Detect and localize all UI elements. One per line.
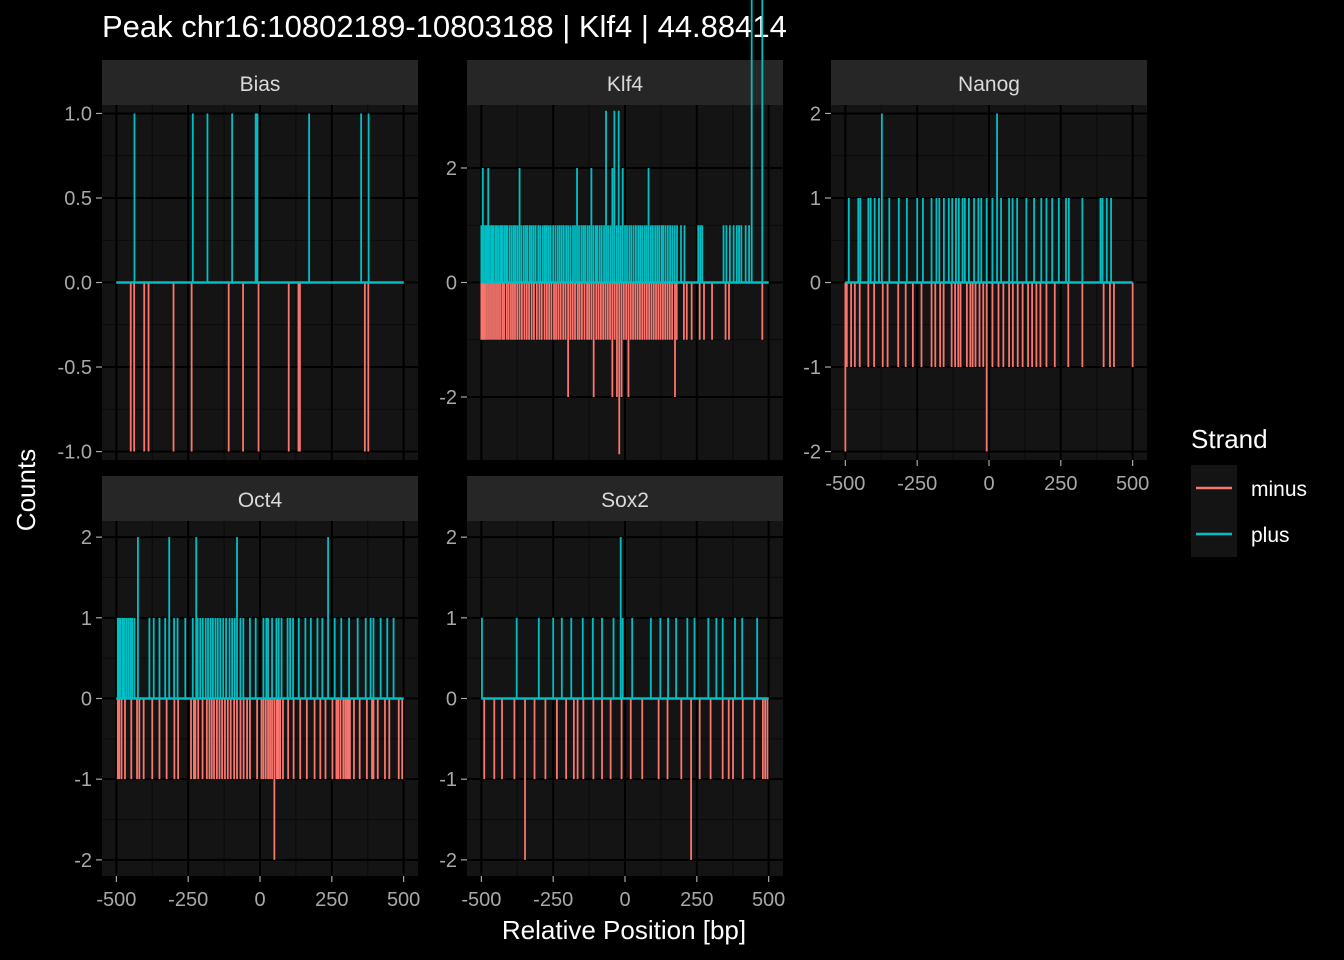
strip-label-oct4: Oct4 xyxy=(238,489,283,512)
chart-title: Peak chr16:10802189-10803188 | Klf4 | 44… xyxy=(102,9,787,44)
strip-klf4 xyxy=(467,60,783,105)
y-tick-label: 1 xyxy=(81,608,92,630)
panel-nanog: Nanog 2 1 0 -1 -2-500 -250 0 250 500 xyxy=(803,60,1149,495)
x-tick-label: -250 xyxy=(168,889,208,911)
strip-sox2 xyxy=(467,476,783,521)
strip-label-sox2: Sox2 xyxy=(601,489,649,512)
strip-bias xyxy=(102,60,418,105)
x-tick-label: 250 xyxy=(315,889,348,911)
y-tick-label: 2 xyxy=(810,103,821,125)
y-tick-label: 1.0 xyxy=(64,103,92,125)
x-tick-label: -250 xyxy=(533,889,573,911)
legend-title: Strand xyxy=(1191,424,1268,454)
facet-panels: Bias 1.0 0.5 0.0 -0.5 -1.0 Klf4 2 0 -2 Nanog 2 1 0 -1 -… xyxy=(58,0,1149,911)
series-plus-nanog xyxy=(845,113,1133,284)
x-tick-label: 500 xyxy=(1116,473,1149,495)
y-tick-label: -1.0 xyxy=(58,442,92,464)
y-tick-label: 0 xyxy=(446,273,457,295)
y-tick-label: 0 xyxy=(446,689,457,711)
y-tick-label: -1 xyxy=(439,769,457,791)
y-axis-title: Counts xyxy=(11,449,41,531)
panel-oct4: Oct4 2 1 0 -1 -2-500 -250 0 250 500 xyxy=(74,476,420,911)
series-plus-klf4 xyxy=(480,0,769,284)
x-tick-label: 500 xyxy=(752,889,785,911)
strip-label-klf4: Klf4 xyxy=(607,73,644,96)
y-tick-label: -2 xyxy=(439,387,457,409)
x-tick-label: 250 xyxy=(680,889,713,911)
panel-bias: Bias 1.0 0.5 0.0 -0.5 -1.0 xyxy=(58,60,418,464)
y-tick-label: -0.5 xyxy=(58,357,92,379)
y-tick-label: 1 xyxy=(810,188,821,210)
x-axis-title: Relative Position [bp] xyxy=(502,915,746,945)
panel-klf4: Klf4 2 0 -2 xyxy=(439,0,783,460)
y-tick-label: -1 xyxy=(74,769,92,791)
y-tick-label: 0.5 xyxy=(64,188,92,210)
series-minus-klf4 xyxy=(480,281,769,455)
y-tick-label: 2 xyxy=(446,527,457,549)
panel-sox2: Sox2 2 1 0 -1 -2-500 -250 0 250 500 xyxy=(439,476,785,911)
y-tick-label: 1 xyxy=(446,608,457,630)
strip-label-bias: Bias xyxy=(240,73,281,96)
y-tick-label: -2 xyxy=(74,850,92,872)
y-tick-label: 0 xyxy=(810,273,821,295)
strip-nanog xyxy=(831,60,1147,105)
y-tick-label: 2 xyxy=(81,527,92,549)
x-tick-label: -500 xyxy=(96,889,136,911)
strip-oct4 xyxy=(102,476,418,521)
legend-label-plus: plus xyxy=(1251,524,1290,547)
y-tick-label: 0.0 xyxy=(64,273,92,295)
y-tick-label: 2 xyxy=(446,158,457,180)
y-tick-label: -1 xyxy=(803,357,821,379)
strip-label-nanog: Nanog xyxy=(958,73,1020,96)
legend-label-minus: minus xyxy=(1251,478,1307,501)
y-tick-label: 0 xyxy=(81,689,92,711)
x-tick-label: -500 xyxy=(461,889,501,911)
x-tick-label: 0 xyxy=(254,889,265,911)
series-plus-bias xyxy=(116,113,404,284)
x-tick-label: 0 xyxy=(983,473,994,495)
x-tick-label: 0 xyxy=(619,889,630,911)
series-plus-sox2 xyxy=(481,537,769,700)
series-minus-nanog xyxy=(844,281,1134,452)
x-tick-label: 250 xyxy=(1044,473,1077,495)
x-tick-label: -500 xyxy=(825,473,865,495)
x-tick-label: 500 xyxy=(387,889,420,911)
y-tick-label: -2 xyxy=(439,850,457,872)
x-tick-label: -250 xyxy=(897,473,937,495)
legend: Strand minus plus xyxy=(1191,424,1307,557)
series-plus-oct4 xyxy=(116,537,404,700)
y-tick-label: -2 xyxy=(803,442,821,464)
